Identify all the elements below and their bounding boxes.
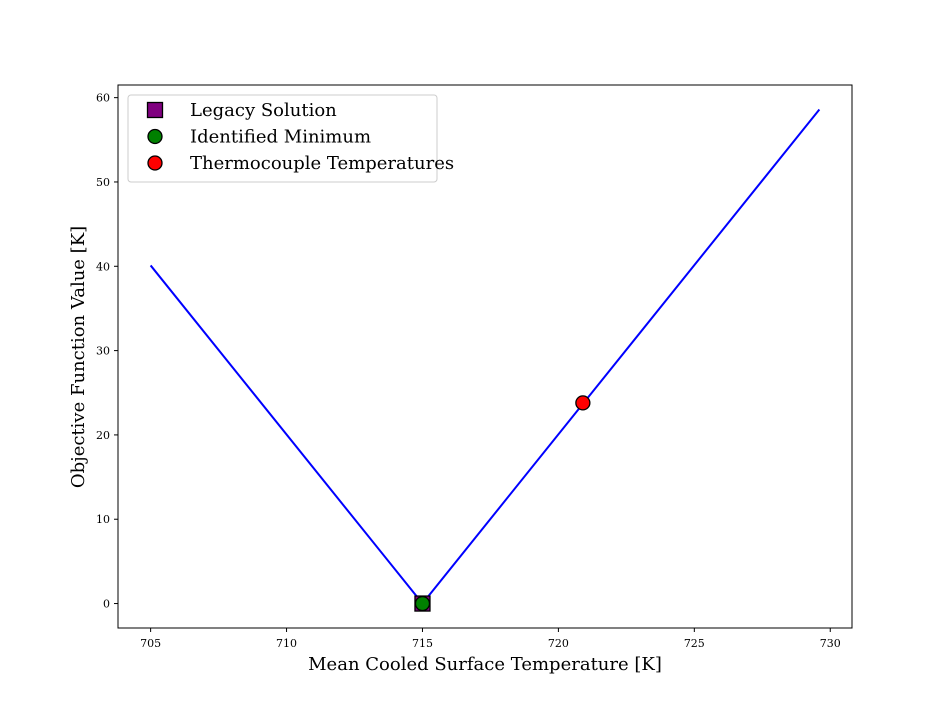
x-tick-label: 730: [820, 637, 841, 650]
y-tick-label: 10: [96, 513, 110, 526]
y-tick-label: 40: [96, 260, 110, 273]
y-tick-label: 30: [96, 345, 110, 358]
y-tick-label: 50: [96, 176, 110, 189]
thermocouple-point: [575, 395, 591, 411]
legend-box: [127, 94, 438, 183]
y-axis-ticks: 0 10 20 30 40 50 60: [96, 92, 118, 611]
x-tick-label: 705: [140, 637, 161, 650]
legend-marker: [146, 101, 164, 119]
series-layer: [149, 108, 821, 612]
x-tick-label: 715: [412, 637, 433, 650]
y-tick-label: 20: [96, 429, 110, 442]
x-tick-label: 710: [276, 637, 297, 650]
identified-minimum-point: [414, 595, 431, 612]
y-tick-label: 0: [103, 598, 110, 611]
legend-marker: [147, 155, 163, 171]
plot-frame: [117, 84, 853, 629]
legend-marker: [147, 128, 163, 145]
x-axis-label: Mean Cooled Surface Temperature [K]: [308, 654, 662, 675]
x-tick-label: 720: [548, 637, 569, 650]
y-tick-label: 60: [96, 92, 110, 105]
legend: Legacy Solution Identified Minimum Thermoc…: [127, 94, 454, 183]
legend-label: Identified Minimum: [190, 127, 371, 148]
legend-label: Legacy Solution: [190, 100, 337, 121]
x-axis-ticks: 705 710 715 720 725 730: [140, 628, 841, 650]
x-tick-label: 725: [684, 637, 705, 650]
y-axis-label: Objective Function Value [K]: [68, 226, 89, 488]
legend-label: Thermocouple Temperatures: [190, 153, 454, 174]
